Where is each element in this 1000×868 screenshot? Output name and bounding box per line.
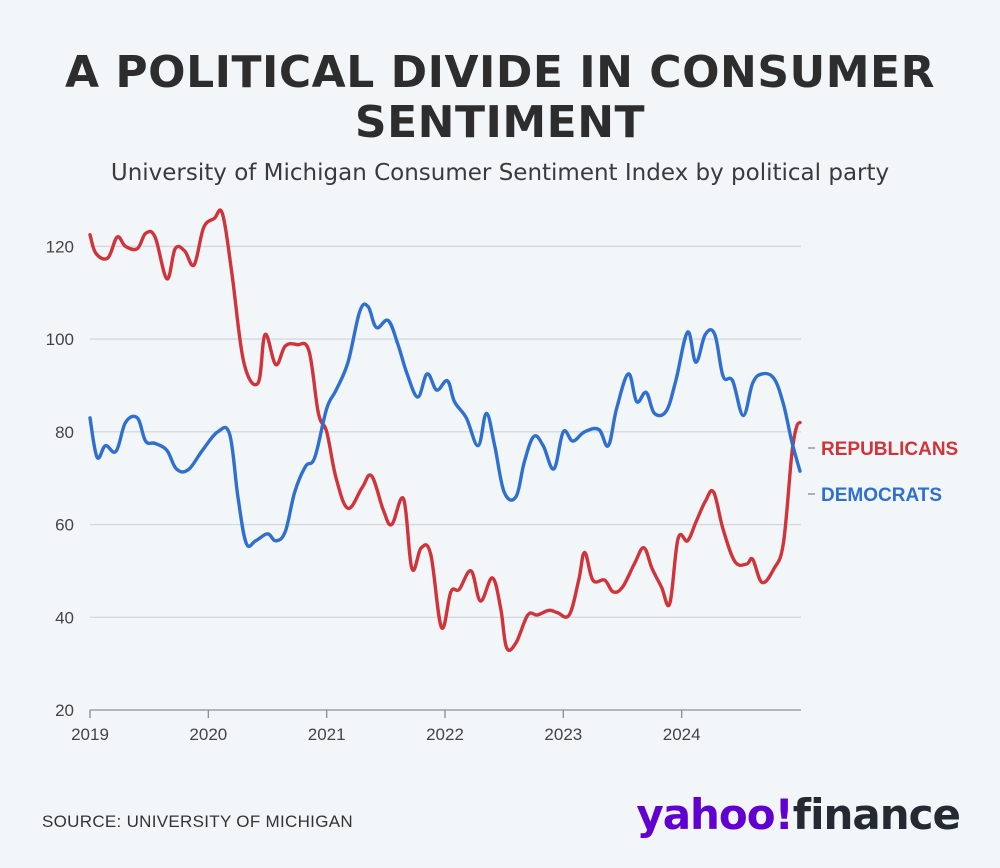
series-labels: REPUBLICANS DEMOCRATS <box>808 439 958 506</box>
series-label-democrats: DEMOCRATS <box>821 485 942 506</box>
chart-title: A POLITICAL DIVIDE IN CONSUMER SENTIMENT <box>65 47 935 148</box>
yahoo-finance-logo: yahoo!finance <box>636 790 961 839</box>
y-tick-label-100: 100 <box>46 330 74 349</box>
x-tick-label-2023: 2023 <box>544 725 582 744</box>
y-tick-labels: 20 40 60 80 100 120 <box>46 237 74 720</box>
source-note: SOURCE: UNIVERSITY OF MICHIGAN <box>42 812 353 831</box>
series-lines <box>88 208 802 652</box>
x-tick-label-2022: 2022 <box>426 725 464 744</box>
grid-lines <box>90 245 801 711</box>
x-axis: 2019 2020 2021 2022 2023 2024 <box>71 710 701 744</box>
y-tick-label-120: 120 <box>46 237 74 256</box>
x-tick-label-2019: 2019 <box>71 725 109 744</box>
series-line-democrats <box>88 302 802 548</box>
chart-subtitle: University of Michigan Consumer Sentimen… <box>110 160 890 186</box>
logo-finance-text: finance <box>792 790 961 839</box>
x-tick-label-2020: 2020 <box>189 725 227 744</box>
x-tick-label-2024: 2024 <box>663 725 701 744</box>
series-label-republicans: REPUBLICANS <box>821 439 958 460</box>
logo-yahoo-text: yahoo! <box>636 790 793 839</box>
y-tick-label-40: 40 <box>55 608 74 627</box>
y-tick-label-80: 80 <box>55 423 74 442</box>
y-tick-label-20: 20 <box>55 701 74 720</box>
series-line-republicans <box>88 208 802 652</box>
y-tick-label-60: 60 <box>55 516 74 535</box>
x-tick-label-2021: 2021 <box>308 725 346 744</box>
